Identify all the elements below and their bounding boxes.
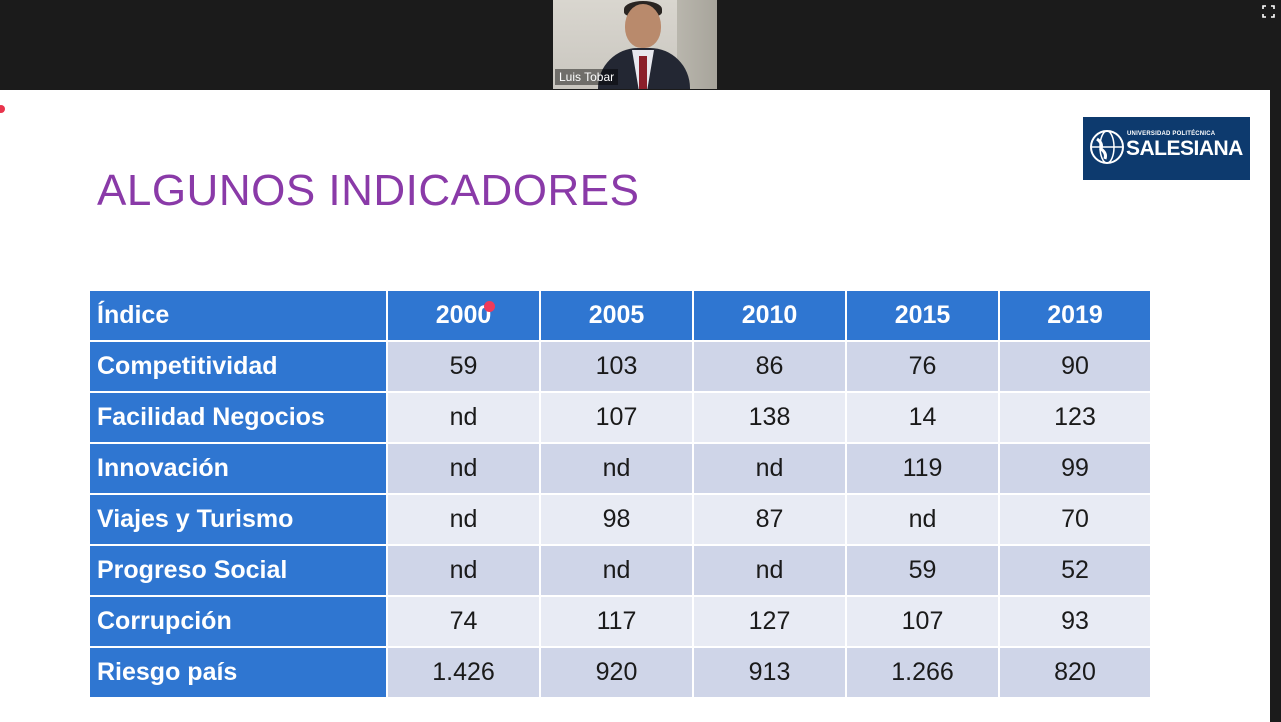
table-cell: 93	[998, 595, 1152, 648]
header-cell: 2010	[692, 289, 847, 342]
table-cell: 74	[386, 595, 541, 648]
participant-tie	[639, 56, 647, 89]
table-cell: 107	[539, 391, 694, 444]
table-cell: 87	[692, 493, 847, 546]
table-cell: nd	[386, 544, 541, 597]
table-row: Corrupción 74 117 127 107 93	[88, 595, 1152, 648]
table-cell: nd	[386, 442, 541, 495]
table-cell: 14	[845, 391, 1000, 444]
table-cell: 138	[692, 391, 847, 444]
header-cell: 2019	[998, 289, 1152, 342]
row-label: Progreso Social	[88, 544, 388, 597]
row-label: Corrupción	[88, 595, 388, 648]
table-row: Progreso Social nd nd nd 59 52	[88, 544, 1152, 597]
participant-face	[625, 4, 661, 48]
row-label: Innovación	[88, 442, 388, 495]
laser-pointer-icon	[484, 301, 495, 312]
globe-icon	[1090, 130, 1124, 164]
table-cell: nd	[692, 544, 847, 597]
meeting-top-bar: Luis Tobar	[0, 0, 1281, 90]
row-label: Facilidad Negocios	[88, 391, 388, 444]
table-row: Viajes y Turismo nd 98 87 nd 70	[88, 493, 1152, 546]
laser-pointer-icon	[0, 105, 5, 113]
table-row: Facilidad Negocios nd 107 138 14 123	[88, 391, 1152, 444]
table-cell: 820	[998, 646, 1152, 699]
table-cell: 127	[692, 595, 847, 648]
row-label: Riesgo país	[88, 646, 388, 699]
table-cell: nd	[386, 391, 541, 444]
table-cell: 123	[998, 391, 1152, 444]
table-cell: nd	[692, 442, 847, 495]
table-cell: 52	[998, 544, 1152, 597]
table-header-row: Índice 2000 2005 2010 2015 2019	[88, 289, 1152, 342]
row-label: Competitividad	[88, 340, 388, 393]
header-cell: 2015	[845, 289, 1000, 342]
table-cell: 76	[845, 340, 1000, 393]
table-cell: 86	[692, 340, 847, 393]
table-cell: 920	[539, 646, 694, 699]
table-cell: 99	[998, 442, 1152, 495]
table-cell: 90	[998, 340, 1152, 393]
table-cell: 98	[539, 493, 694, 546]
table-row: Riesgo país 1.426 920 913 1.266 820	[88, 646, 1152, 699]
logo-subtitle: UNIVERSIDAD POLITÉCNICA	[1127, 131, 1216, 137]
header-cell: 2000	[386, 289, 541, 342]
table-cell: nd	[539, 442, 694, 495]
indicators-table: Índice 2000 2005 2010 2015 2019 Competit…	[88, 289, 1152, 699]
table-cell: 59	[845, 544, 1000, 597]
table-cell: 107	[845, 595, 1000, 648]
university-logo: UNIVERSIDAD POLITÉCNICA SALESIANA	[1083, 117, 1250, 180]
slide-title: ALGUNOS INDICADORES	[97, 166, 640, 215]
table-cell: 117	[539, 595, 694, 648]
table-cell: 103	[539, 340, 694, 393]
table-cell: nd	[845, 493, 1000, 546]
header-cell: Índice	[88, 289, 388, 342]
table-cell: nd	[386, 493, 541, 546]
header-cell: 2005	[539, 289, 694, 342]
table-cell: 70	[998, 493, 1152, 546]
row-label: Viajes y Turismo	[88, 493, 388, 546]
table-cell: 913	[692, 646, 847, 699]
table-cell: 119	[845, 442, 1000, 495]
table-cell: nd	[539, 544, 694, 597]
table-cell: 1.426	[386, 646, 541, 699]
table-cell: 59	[386, 340, 541, 393]
table-cell: 1.266	[845, 646, 1000, 699]
participant-name-label: Luis Tobar	[555, 69, 619, 85]
fullscreen-icon[interactable]	[1262, 5, 1275, 18]
table-row: Innovación nd nd nd 119 99	[88, 442, 1152, 495]
table-row: Competitividad 59 103 86 76 90	[88, 340, 1152, 393]
logo-name: SALESIANA	[1126, 137, 1243, 160]
